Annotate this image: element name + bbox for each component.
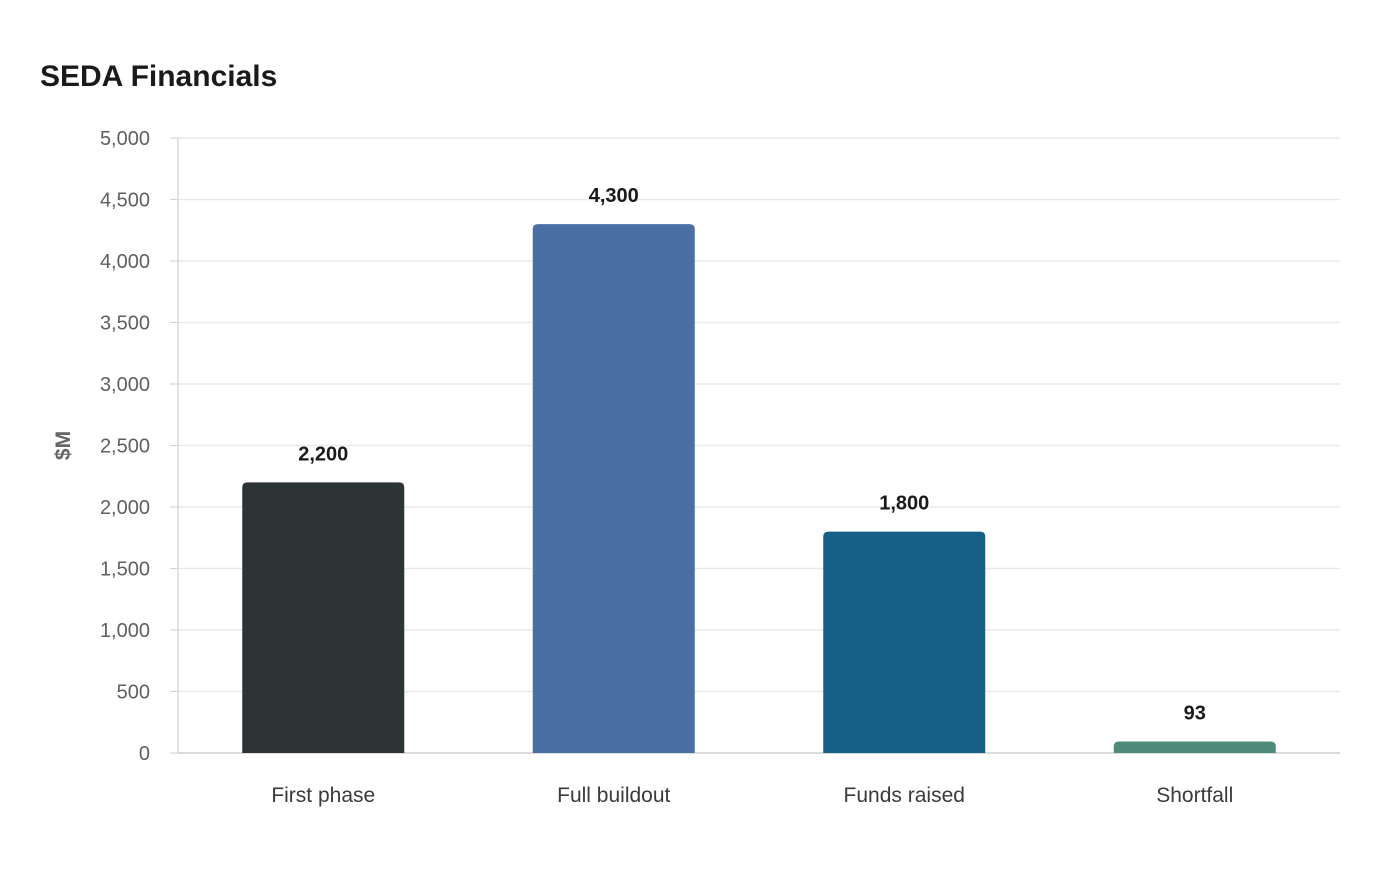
x-category-label: Full buildout: [557, 784, 670, 807]
bars: [242, 224, 1276, 754]
data-labels: 2,200 4,300 1,800 93: [298, 185, 1206, 724]
chart-title: SEDA Financials: [40, 60, 278, 93]
bar-first-phase: [242, 482, 405, 753]
bar-full-buildout: [532, 224, 695, 754]
y-tick-label: 4,000: [100, 251, 150, 273]
data-label: 4,300: [589, 185, 639, 207]
bar-shortfall: [1113, 741, 1276, 753]
y-tick-label: 3,000: [100, 374, 150, 396]
y-tick-label: 2,000: [100, 497, 150, 519]
y-tick-label: 4,500: [100, 190, 150, 212]
y-tick-label: 5,000: [100, 128, 150, 150]
data-label: 1,800: [879, 493, 929, 515]
x-category-label: Funds raised: [844, 784, 965, 807]
y-tick-label: 3,500: [100, 313, 150, 335]
data-label: 93: [1184, 703, 1206, 725]
y-tick-label: 0: [139, 743, 150, 765]
y-tick-label: 1,500: [100, 559, 150, 581]
x-category-label: First phase: [271, 784, 375, 807]
bar-funds-raised: [823, 531, 986, 753]
x-category-label: Shortfall: [1156, 784, 1233, 807]
y-axis-title: $M: [52, 431, 75, 460]
y-tick-label: 1,000: [100, 620, 150, 642]
y-tick-labels: 0 500 1,000 1,500 2,000 2,500 3,000 3,500 4,000 4…: [100, 128, 150, 765]
data-label: 2,200: [298, 443, 348, 465]
x-category-labels: First phase Full buildout Funds raised Shor…: [271, 784, 1233, 807]
y-tick-label: 500: [117, 682, 150, 704]
y-tick-label: 2,500: [100, 436, 150, 458]
